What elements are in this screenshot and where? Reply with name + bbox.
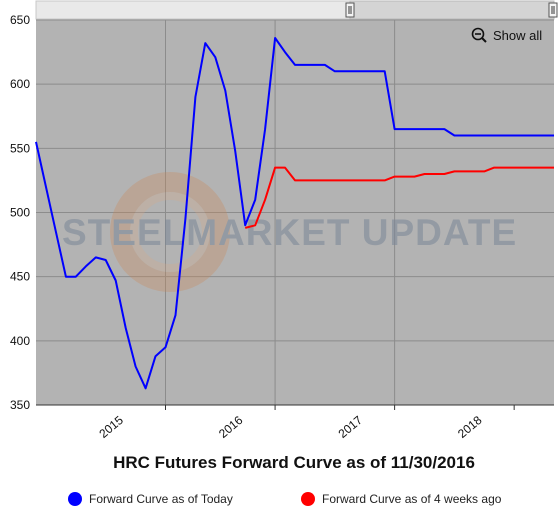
x-tick-label: 2018 xyxy=(455,413,485,441)
legend-marker-today xyxy=(68,492,82,506)
y-tick-label: 650 xyxy=(10,13,30,27)
series-line-4-weeks xyxy=(244,166,554,229)
y-axis: 350 400 450 500 550 600 650 xyxy=(10,13,30,412)
y-tick-label: 350 xyxy=(10,398,30,412)
show-all-button[interactable]: Show all xyxy=(464,25,548,47)
navigator-window[interactable] xyxy=(349,0,555,20)
legend-item-today[interactable]: Forward Curve as of Today xyxy=(68,492,233,506)
legend-item-4-weeks[interactable]: Forward Curve as of 4 weeks ago xyxy=(301,492,502,506)
x-tick-label: 2015 xyxy=(96,413,126,441)
legend-label-4-weeks: Forward Curve as of 4 weeks ago xyxy=(322,492,502,506)
series-group xyxy=(35,37,554,390)
y-tick-label: 400 xyxy=(10,334,30,348)
x-tick-label: 2016 xyxy=(216,413,246,441)
y-tick-label: 500 xyxy=(10,206,30,220)
x-axis: 2015 2016 2017 2018 xyxy=(96,405,515,441)
x-tick-label: 2017 xyxy=(336,413,366,441)
navigator-handle-right[interactable] xyxy=(548,2,558,18)
legend-marker-4-weeks xyxy=(301,492,315,506)
navigator-handle-left[interactable] xyxy=(345,2,355,18)
y-tick-label: 450 xyxy=(10,270,30,284)
show-all-label: Show all xyxy=(493,28,542,43)
y-tick-label: 600 xyxy=(10,77,30,91)
chart-title: HRC Futures Forward Curve as of 11/30/20… xyxy=(113,453,475,472)
zoom-out-icon xyxy=(471,27,487,43)
watermark-text: STEELMARKET UPDATE xyxy=(62,212,517,253)
legend: Forward Curve as of Today Forward Curve … xyxy=(68,492,502,506)
legend-label-today: Forward Curve as of Today xyxy=(89,492,233,506)
watermark-logo: STEELMARKET UPDATE xyxy=(62,172,517,292)
y-tick-label: 550 xyxy=(10,141,30,155)
series-line-today xyxy=(35,37,554,390)
